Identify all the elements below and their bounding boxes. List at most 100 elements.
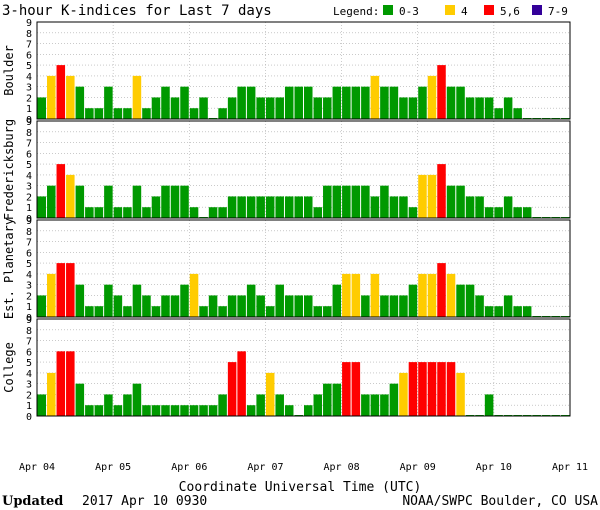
y-tick-label: 8 [26,227,32,238]
k-index-bar [456,185,465,218]
k-index-bar [189,405,199,416]
k-index-bar [389,383,399,416]
k-index-bar [304,86,313,119]
y-tick-label: 7 [26,139,32,150]
panel-frame [36,318,571,417]
panel-frame [36,21,571,120]
k-index-bar [66,351,75,416]
y-tick-label: 5 [26,358,32,369]
k-index-bar [199,306,208,317]
k-index-bar [180,86,189,119]
k-index-bar [284,196,294,218]
k-index-bar [265,306,275,317]
y-tick-label: 8 [26,128,32,139]
k-index-bar [275,97,284,119]
footer-source: NOAA/SWPC Boulder, CO USA [402,494,598,509]
k-index-bar [123,108,132,119]
k-index-bar [513,108,522,119]
k-index-bar [437,362,446,416]
k-index-bar [75,383,85,416]
k-index-bar [294,196,303,218]
k-index-bar [275,284,284,317]
k-index-bar [399,196,408,218]
y-tick-label: 5 [26,61,32,72]
k-index-bar [408,207,418,218]
y-tick-label: 1 [26,104,32,115]
k-index-bar [94,306,104,317]
y-tick-label: 0 [26,412,32,423]
k-index-bar [304,405,313,416]
y-tick-label: 6 [26,50,32,61]
k-index-bar [399,295,408,317]
x-tick-label: Apr 09 [400,462,436,473]
k-index-bar [446,185,456,218]
k-index-bar [218,108,227,119]
y-tick-label: 2 [26,390,32,401]
k-index-bar [332,383,342,416]
k-index-bar [304,196,313,218]
y-tick-label: 2 [26,192,32,203]
k-index-bar [37,295,47,317]
k-index-bar [503,97,513,119]
k-index-bar [246,405,256,416]
station-name: College [2,342,16,393]
legend-swatch [445,5,455,15]
k-index-bar [237,86,246,119]
k-index-bar [389,86,399,119]
k-index-bar [246,86,256,119]
k-index-bar [113,295,123,317]
k-index-bar [75,86,85,119]
k-index-bar [123,394,132,416]
k-index-bar [208,405,218,416]
k-index-bar [380,86,389,119]
k-index-bar [218,306,227,317]
y-tick-label: 1 [26,203,32,214]
k-index-bar [227,97,237,119]
k-index-bar [56,351,66,416]
station-panels: 0123456789Boulder0123456789Fredericksbur… [2,18,571,423]
k-index-bar [265,372,275,416]
k-index-bar [161,295,170,317]
k-index-bar [142,405,151,416]
k-index-bar [94,108,104,119]
k-index-bar [66,75,75,119]
k-index-bar [380,394,389,416]
k-index-bar [104,394,113,416]
footer-updated-label: Updated [2,494,63,509]
k-index-bar [47,273,56,317]
y-tick-label: 4 [26,72,32,83]
legend-entry-label: 4 [461,5,468,18]
k-index-bar [389,196,399,218]
y-tick-label: 3 [26,83,32,94]
k-index-bar [256,196,265,218]
k-index-bar [370,273,380,317]
k-index-bar [484,394,494,416]
k-index-bar [389,295,399,317]
k-index-bar [256,295,265,317]
legend-entry-label: 0-3 [399,5,419,18]
k-index-bar [332,86,342,119]
k-index-bar [170,185,180,218]
k-index-bar [132,185,142,218]
k-index-bar [180,405,189,416]
k-index-bar [399,372,408,416]
k-index-bar [503,196,513,218]
k-index-bar [104,185,113,218]
k-index-bar [161,185,170,218]
k-index-bar [85,306,94,317]
k-index-bar [494,207,503,218]
k-index-bar [456,86,465,119]
k-index-bar [380,295,389,317]
x-axis: Apr 04 Apr 05 Apr 06 Apr 07 Apr 08 Apr 09 Apr … [19,462,588,473]
y-tick-label: 9 [26,18,32,29]
k-index-bar [342,185,351,218]
x-tick-label: Apr 08 [324,462,360,473]
k-index-bar [75,185,85,218]
k-index-bar [361,394,370,416]
k-index-bar [284,86,294,119]
k-index-bar [189,207,199,218]
panel-frame [36,219,571,318]
k-index-bar [246,284,256,317]
